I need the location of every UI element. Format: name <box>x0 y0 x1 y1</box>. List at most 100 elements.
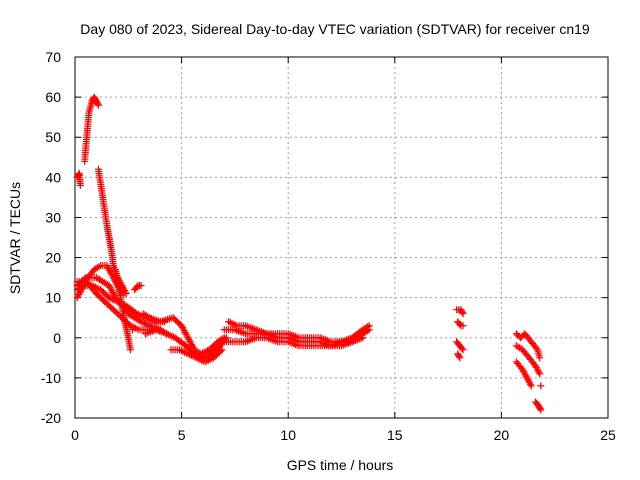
data-point <box>86 281 94 289</box>
data-point <box>217 347 225 355</box>
data-point <box>106 266 114 274</box>
data-point <box>181 348 189 356</box>
data-point <box>228 319 236 327</box>
data-point <box>128 323 136 331</box>
data-point <box>184 350 192 358</box>
x-tick-label: 20 <box>494 427 510 443</box>
data-point <box>119 288 127 296</box>
data-point <box>109 295 117 303</box>
x-axis-label: GPS time / hours <box>287 457 394 473</box>
x-tick-label: 5 <box>178 427 186 443</box>
data-point <box>364 323 372 331</box>
data-point <box>225 318 233 326</box>
x-tick-label: 0 <box>71 427 79 443</box>
data-point <box>526 380 534 388</box>
data-point <box>107 294 115 302</box>
data-point <box>365 322 373 330</box>
data-point <box>132 324 140 332</box>
data-point <box>112 297 120 305</box>
data-point <box>524 375 532 383</box>
data-point <box>519 366 527 374</box>
y-tick-label: 60 <box>45 89 61 105</box>
data-point <box>166 331 174 339</box>
data-point <box>199 354 207 362</box>
data-point <box>85 280 93 288</box>
data-point <box>527 382 535 390</box>
data-point <box>109 273 117 281</box>
data-point <box>536 405 544 413</box>
data-point <box>164 331 172 339</box>
data-point <box>521 371 529 379</box>
data-point <box>455 352 463 360</box>
data-point <box>94 100 102 108</box>
plot-frame <box>74 56 609 419</box>
data-point <box>135 311 143 319</box>
data-point <box>108 271 116 279</box>
data-point <box>535 368 543 376</box>
data-point <box>74 292 82 300</box>
chart-title: Day 080 of 2023, Sidereal Day-to-day VTE… <box>80 21 590 37</box>
data-point <box>194 351 202 359</box>
data-point <box>114 298 122 306</box>
data-point <box>105 294 113 302</box>
x-tick-label: 15 <box>387 427 403 443</box>
data-point <box>177 347 185 355</box>
data-point <box>520 369 528 377</box>
data-point <box>120 290 128 298</box>
data-point <box>182 349 190 357</box>
data-point <box>141 319 149 327</box>
data-point <box>520 367 528 375</box>
x-tick-label: 25 <box>600 427 616 443</box>
data-point <box>73 294 81 302</box>
y-tick-label: 10 <box>45 290 61 306</box>
data-point <box>226 319 234 327</box>
data-point <box>106 268 114 276</box>
grid <box>75 57 608 418</box>
data-point <box>525 377 533 385</box>
y-tick-label: 30 <box>45 209 61 225</box>
y-tick-label: 70 <box>45 49 61 65</box>
data-point <box>139 319 147 327</box>
data-point <box>105 265 113 273</box>
data-point <box>107 270 115 278</box>
data-point <box>94 101 102 109</box>
data-point <box>532 363 540 371</box>
data-point <box>536 370 544 378</box>
data-point <box>204 351 212 359</box>
y-tick-label: -10 <box>41 370 61 386</box>
data-point <box>459 346 467 354</box>
data-point <box>456 354 464 362</box>
axis-ticks: 0 5 10 15 20 25 -20 -10 0 10 20 30 40 50 60 70 <box>41 49 616 443</box>
data-point <box>231 321 239 329</box>
data-point <box>201 353 209 361</box>
y-tick-label: -20 <box>41 410 61 426</box>
data-point <box>91 283 99 291</box>
data-point <box>218 346 226 354</box>
data-point <box>459 310 467 318</box>
data-point <box>119 300 127 308</box>
data-point <box>458 344 466 352</box>
data-point <box>126 346 134 354</box>
data-point <box>536 354 544 362</box>
data-point <box>110 296 118 304</box>
data-point <box>95 263 103 271</box>
data-point <box>117 299 125 307</box>
data-point <box>112 279 120 287</box>
data-point <box>81 278 89 286</box>
data-points <box>73 93 545 414</box>
data-point <box>456 320 464 328</box>
data-point <box>136 311 144 319</box>
data-point <box>532 344 540 352</box>
data-point <box>111 276 119 284</box>
y-tick-label: 50 <box>45 129 61 145</box>
data-point <box>175 346 183 354</box>
y-axis-label: SDTVAR / TECUs <box>7 182 23 294</box>
data-point <box>133 310 141 318</box>
data-point <box>190 350 198 358</box>
data-point <box>537 406 545 414</box>
data-point <box>532 362 540 370</box>
y-tick-label: 0 <box>53 330 61 346</box>
data-point <box>196 352 204 360</box>
data-point <box>88 282 96 290</box>
